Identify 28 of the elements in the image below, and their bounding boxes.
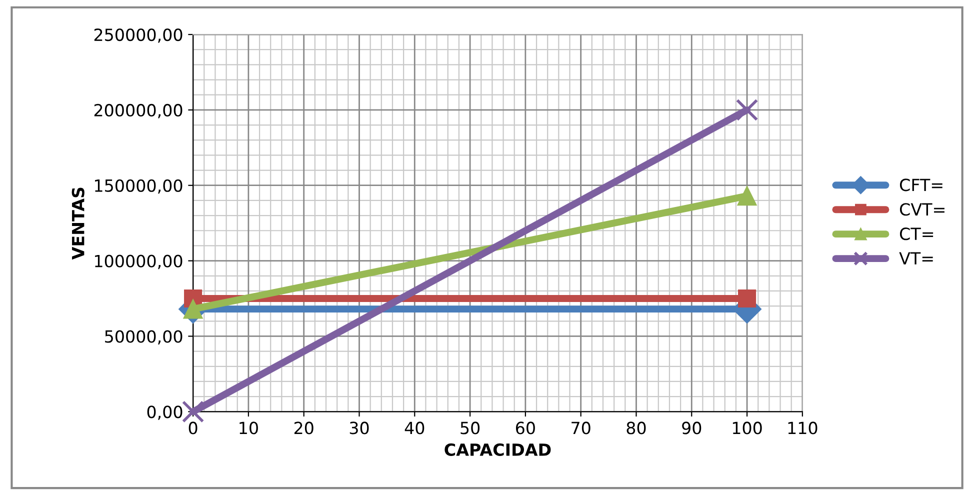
x-tick-label: 60 [516, 422, 535, 434]
y-tick-label: 250000,00 [94, 28, 182, 43]
legend-label: CFT= [900, 178, 942, 192]
x-tick-label: 110 [788, 422, 818, 434]
y-axis-title: VENTAS [72, 188, 84, 260]
y-tick-label: 150000,00 [95, 179, 182, 194]
point [736, 98, 758, 122]
point [182, 400, 204, 423]
legend-label: VT= [899, 252, 933, 264]
x-tick-label: 10 [240, 422, 258, 434]
y-tick-label: 0,00 [147, 406, 182, 420]
point [738, 289, 756, 308]
x-tick-label: 100 [732, 422, 762, 434]
point [737, 186, 757, 206]
y-tick-label: 100000,00 [95, 254, 182, 270]
x-tick-label: 80 [626, 422, 646, 434]
y-tick-label: 50000,00 [105, 330, 182, 344]
y-tick-label: 200000,00 [94, 104, 182, 118]
legend-label: CVT= [900, 203, 944, 216]
x-tick-label: 70 [572, 422, 590, 434]
x-tick-label: 30 [350, 422, 369, 434]
x-tick-label: 40 [404, 422, 424, 434]
x-tick-label: 90 [682, 422, 702, 434]
x-tick-label: 50 [460, 422, 480, 434]
x-tick-label: 20 [294, 422, 314, 434]
x-tick-label: 0 [188, 422, 198, 434]
legend-label: CT= [900, 228, 934, 240]
x-axis-title: CAPACIDAD [444, 443, 551, 456]
